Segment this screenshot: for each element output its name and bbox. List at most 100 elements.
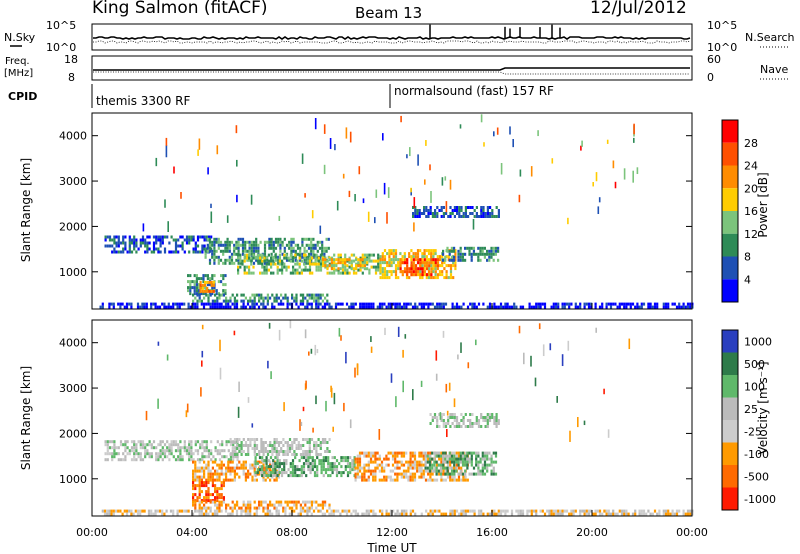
- data-cell: [328, 302, 331, 306]
- data-cell: [317, 438, 320, 441]
- data-cell: [262, 296, 265, 300]
- data-cell: [286, 299, 289, 303]
- data-cell: [421, 270, 424, 274]
- data-cell: [453, 425, 456, 428]
- data-cell: [111, 250, 114, 254]
- data-cell: [407, 466, 410, 470]
- data-cell: [280, 462, 284, 466]
- data-cell: [450, 255, 453, 259]
- data-cell: [276, 268, 279, 272]
- data-cell: [587, 512, 591, 516]
- data-cell: [213, 258, 216, 262]
- data-cell: [451, 509, 454, 513]
- data-cell: [481, 249, 484, 253]
- data-cell: [301, 240, 304, 244]
- data-cell: [271, 447, 274, 450]
- data-cell: [185, 509, 188, 513]
- data-cell: [504, 305, 507, 309]
- data-cell: [194, 296, 197, 300]
- data-cell: [363, 512, 366, 516]
- data-cell: [554, 302, 558, 306]
- data-cell: [427, 469, 430, 473]
- data-cell: [222, 481, 225, 485]
- data-streak: [247, 397, 250, 403]
- data-cell: [285, 459, 288, 463]
- data-cell: [255, 302, 258, 306]
- data-cell: [235, 258, 238, 262]
- data-cell: [181, 244, 184, 248]
- data-cell: [270, 265, 273, 269]
- data-cell: [481, 469, 484, 473]
- data-cell: [453, 206, 456, 209]
- data-cell: [235, 512, 239, 516]
- data-cell: [294, 249, 297, 253]
- data-cell: [320, 468, 323, 472]
- data-cell: [436, 261, 440, 265]
- data-cell: [502, 305, 505, 309]
- data-cell: [447, 215, 450, 218]
- data-cell: [172, 305, 175, 309]
- data-cell: [483, 255, 486, 259]
- data-cell: [323, 302, 327, 306]
- data-cell: [223, 455, 226, 459]
- data-cell: [275, 447, 278, 450]
- data-cell: [493, 512, 496, 516]
- data-cell: [352, 253, 356, 257]
- data-cell: [315, 262, 318, 266]
- data-cell: [357, 268, 360, 272]
- data-cell: [191, 512, 195, 516]
- data-cell: [260, 293, 263, 297]
- data-streak: [329, 138, 332, 149]
- data-cell: [356, 512, 360, 516]
- data-cell: [177, 449, 180, 453]
- data-cell: [227, 299, 230, 303]
- data-cell: [237, 268, 240, 272]
- data-cell: [190, 440, 193, 444]
- data-cell: [304, 503, 307, 507]
- data-cell: [225, 466, 228, 470]
- data-cell: [338, 462, 341, 466]
- data-cell: [126, 452, 129, 456]
- colorbar-swatch: [722, 330, 738, 353]
- data-cell: [365, 463, 368, 467]
- data-cell: [396, 466, 399, 470]
- data-streak: [201, 324, 204, 330]
- data-cell: [486, 305, 489, 309]
- data-cell: [449, 215, 452, 218]
- data-cell: [324, 258, 327, 262]
- data-cell: [370, 265, 373, 269]
- data-cell: [128, 238, 131, 242]
- data-cell: [418, 460, 421, 464]
- data-cell: [326, 509, 329, 513]
- data-cell: [198, 481, 201, 485]
- data-cell: [247, 453, 250, 456]
- data-cell: [227, 302, 230, 306]
- data-cell: [145, 305, 148, 309]
- data-cell: [141, 235, 145, 239]
- data-cell: [319, 253, 323, 257]
- data-cell: [310, 302, 313, 306]
- data-cell: [261, 262, 264, 266]
- data-cell: [108, 440, 112, 444]
- data-cell: [187, 280, 190, 284]
- data-cell: [484, 215, 487, 218]
- data-cell: [468, 246, 471, 250]
- data-cell: [429, 451, 432, 455]
- data-cell: [418, 451, 421, 455]
- data-cell: [239, 243, 242, 247]
- data-cell: [572, 509, 575, 513]
- data-cell: [445, 255, 448, 259]
- data-cell: [640, 302, 643, 306]
- date-label: 12/Jul/2012: [590, 0, 687, 18]
- data-cell: [361, 305, 364, 309]
- data-cell: [148, 452, 151, 456]
- data-cell: [423, 255, 426, 259]
- data-streak: [561, 354, 564, 367]
- data-cell: [198, 484, 201, 488]
- data-cell: [486, 252, 489, 256]
- colorbar-tick-label: -500: [744, 470, 769, 483]
- data-cell: [448, 451, 451, 455]
- data-cell: [475, 451, 478, 455]
- data-cell: [288, 258, 291, 262]
- data-cell: [165, 509, 168, 513]
